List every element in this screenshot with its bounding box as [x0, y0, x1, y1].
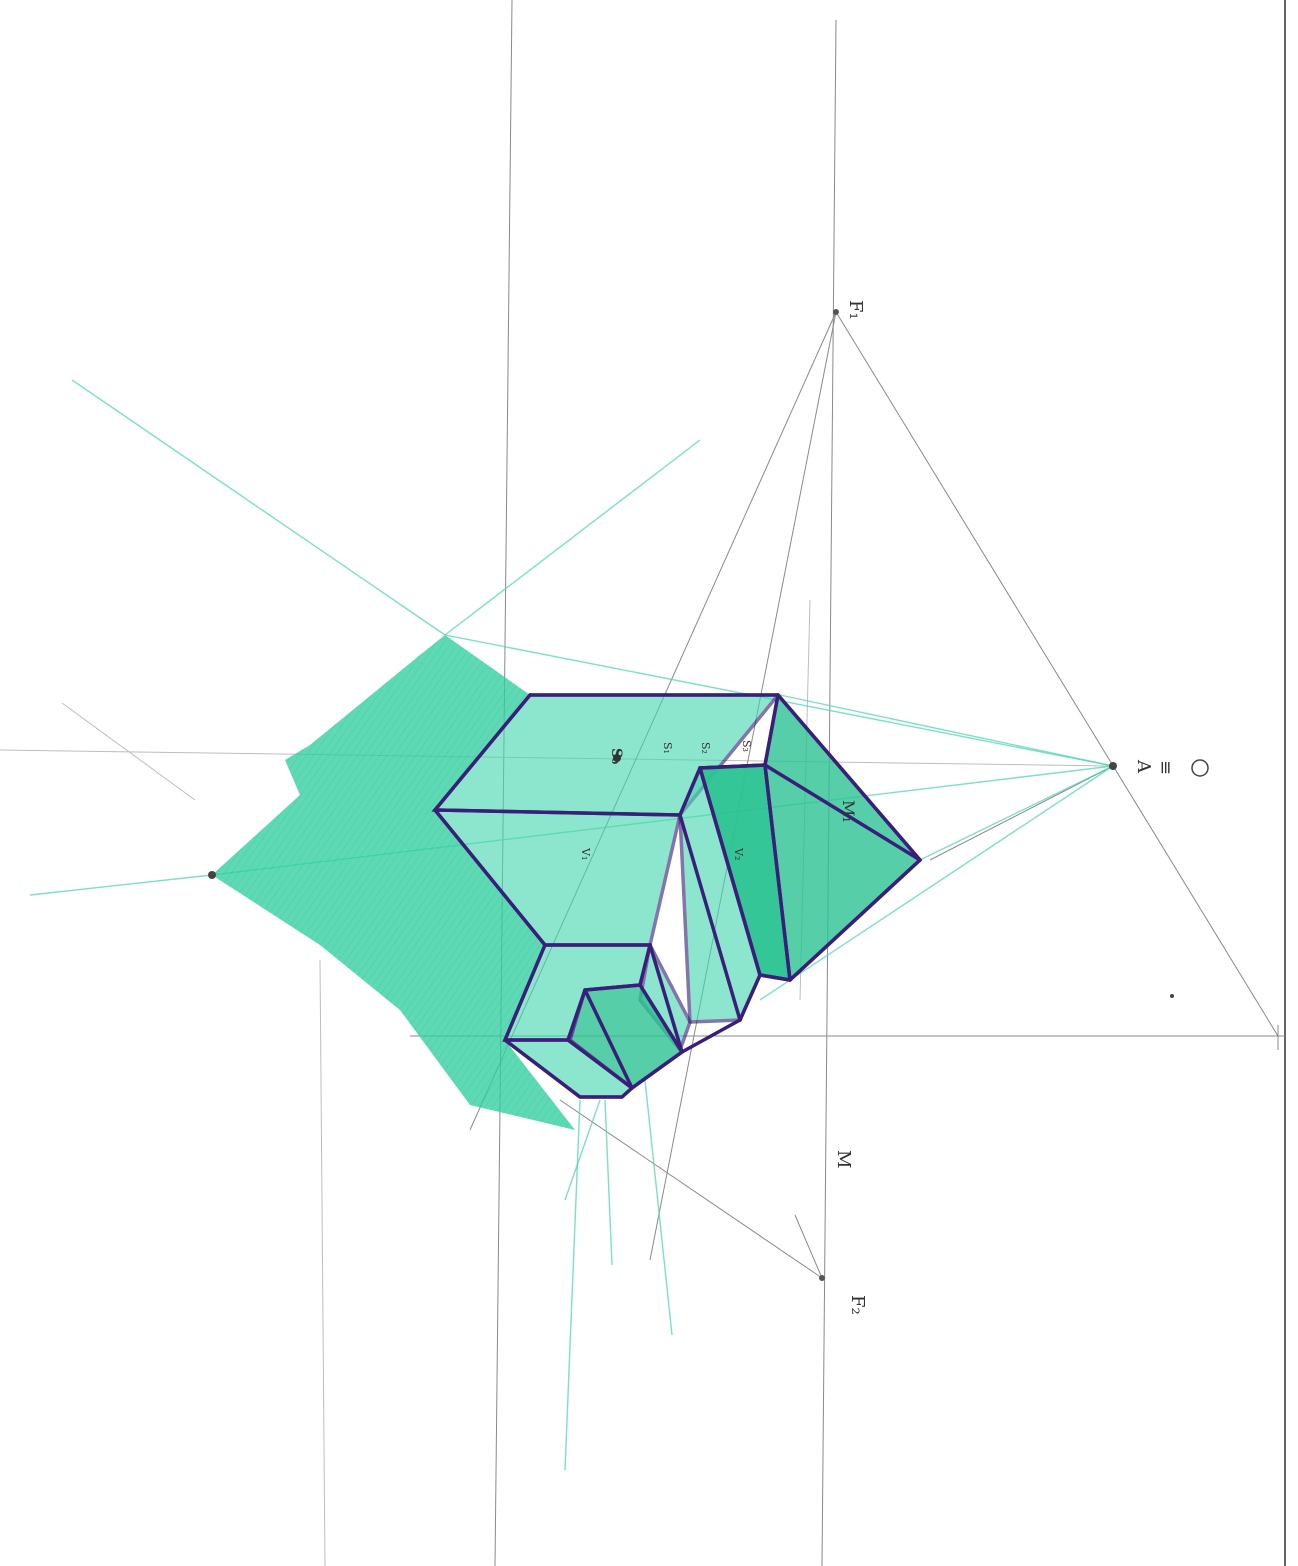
label-s1: S₁ [661, 742, 674, 754]
light-ray [564, 1099, 601, 1201]
solid-edge [698, 766, 762, 977]
label-m: M [833, 1150, 854, 1168]
light-ray [759, 765, 1114, 1001]
point [1170, 994, 1174, 998]
label-f1: F₁ [845, 300, 866, 320]
solid-edge [638, 943, 652, 987]
construction-line [61, 702, 196, 801]
point-f2 [819, 1275, 825, 1281]
solid-edge [583, 988, 634, 1090]
label-m1: M₁ [839, 800, 858, 823]
solid-edge [680, 1018, 742, 1054]
light-ray [71, 379, 446, 636]
label-v1: V₁ [579, 847, 592, 860]
light-ray [604, 1099, 613, 1266]
light-ray [644, 1079, 673, 1336]
solid-edge [431, 693, 780, 817]
solid-edge [502, 943, 685, 1099]
solid-edge [678, 813, 742, 1022]
label-f2: F₂ [847, 1295, 868, 1315]
construction-line [319, 959, 326, 1566]
construction-line [929, 765, 1114, 861]
label-s0: S₀ [608, 748, 624, 764]
point-a [1109, 762, 1117, 770]
solid-edge [433, 808, 684, 1054]
construction-line [559, 1099, 823, 1279]
light-ray [564, 1099, 581, 1471]
label-equiv: ≡ [1155, 760, 1176, 775]
light-ray [444, 439, 701, 636]
solid-edge [738, 973, 762, 1022]
label-s3: S₃ [740, 740, 753, 752]
light-ray [29, 874, 213, 896]
label-a: A [1133, 759, 1154, 774]
point-s0 [613, 754, 621, 762]
light-ray [919, 765, 1114, 861]
construction-line [835, 311, 1279, 1037]
construction-line [794, 1214, 823, 1279]
point-f1 [833, 309, 839, 315]
solid-edge [763, 763, 922, 862]
cast-shadow-hatch [212, 635, 575, 1130]
light-ray [779, 694, 1114, 767]
solid-edge [763, 763, 792, 982]
solid-edge [566, 1038, 634, 1090]
label-s2: S₂ [699, 742, 712, 754]
shadow-vertex [208, 871, 216, 879]
light-source-icon [1191, 759, 1209, 777]
label-v2: V₂ [732, 847, 745, 860]
